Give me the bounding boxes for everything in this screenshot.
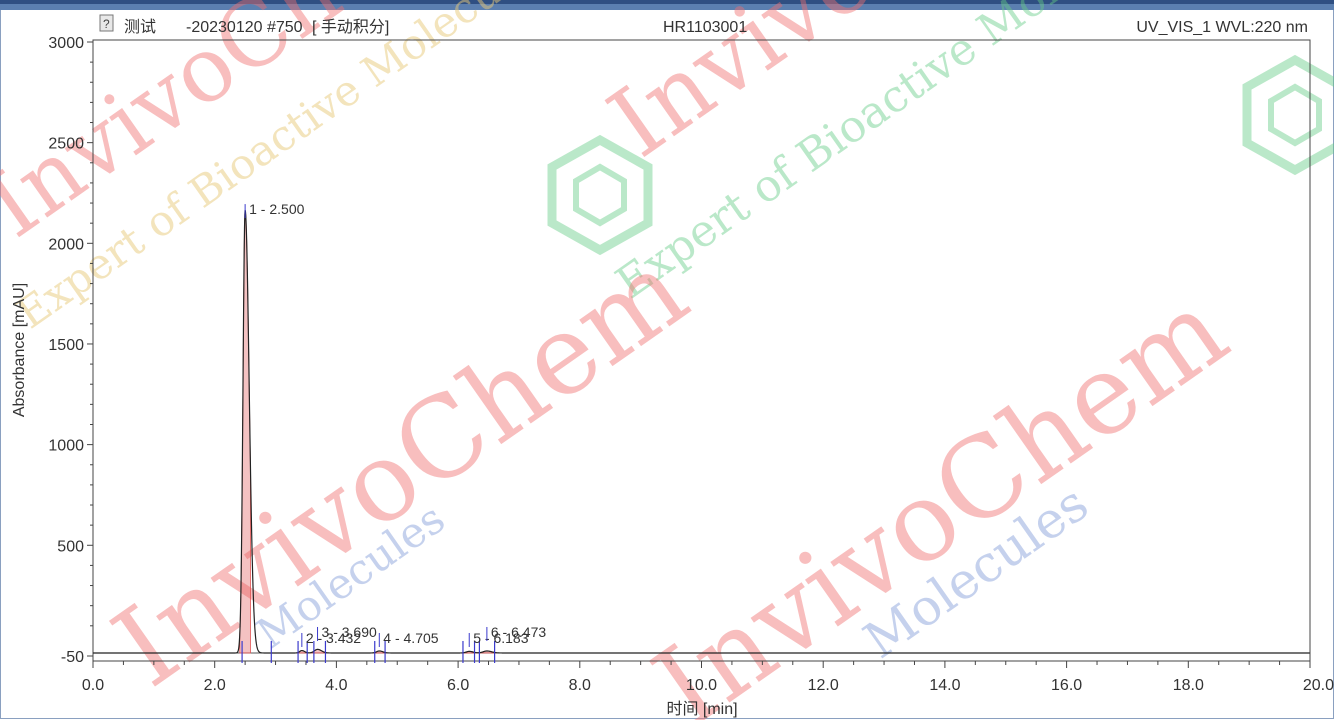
- y-tick-label: 1500: [48, 337, 84, 354]
- y-axis-title: Absorbance [mAU]: [11, 283, 28, 417]
- y-tick-label: 2500: [48, 136, 84, 153]
- peak-label-4: 4 - 4.705: [383, 630, 438, 646]
- chart-header: ? 测试 -20230120 #750 [ 手动积分] HR1103001 UV…: [99, 14, 1308, 36]
- x-tick-label: 18.0: [1173, 677, 1204, 694]
- y-tick-label: 3000: [48, 35, 84, 52]
- x-axis: 0.0 2.0 4.0 6.0 8.0 10.0 12.0 14.0 16.0 18.0 20.0: [82, 661, 1334, 694]
- sequence-name: HR1103001: [663, 19, 747, 36]
- y-axis: -50 500 1000 1500 2000 2500 3000: [48, 35, 93, 666]
- injection-label: -20230120 #750: [186, 19, 303, 36]
- integration-mode: [ 手动积分]: [312, 18, 389, 36]
- x-tick-label: 4.0: [325, 677, 347, 694]
- hexagon-logo-icon: [1242, 54, 1334, 176]
- peak-label-2: 2 - 3.432: [306, 630, 361, 646]
- peak-label-6: 6 - 6.473: [491, 624, 546, 640]
- x-tick-label: 2.0: [204, 677, 226, 694]
- watermark-text: InvivoChem: [631, 265, 1249, 720]
- peak-label-3: 3 - 3.690: [322, 624, 377, 640]
- window-top-bar: [0, 0, 1334, 10]
- chromatogram-trace: [93, 209, 1310, 654]
- x-axis-title: 时间 [min]: [666, 700, 737, 718]
- y-tick-label: 1000: [48, 438, 84, 455]
- hexagon-logo-icon: [547, 134, 653, 256]
- svg-text:?: ?: [103, 17, 110, 31]
- x-tick-label: 14.0: [929, 677, 960, 694]
- x-tick-label: 10.0: [686, 677, 717, 694]
- sample-name: 测试: [124, 18, 156, 36]
- channel-label: UV_VIS_1 WVL:220 nm: [1136, 19, 1308, 36]
- peak-label-1: 1 - 2.500: [249, 201, 304, 217]
- trace-layer: [93, 209, 1310, 654]
- x-tick-label: 16.0: [1051, 677, 1082, 694]
- x-tick-label: 6.0: [447, 677, 469, 694]
- x-tick-label: 0.0: [82, 677, 104, 694]
- x-tick-label: 20.0: [1303, 677, 1334, 694]
- x-tick-label: 8.0: [569, 677, 591, 694]
- question-document-icon: ?: [99, 14, 114, 32]
- y-tick-label: 2000: [48, 236, 84, 253]
- integration-boundaries: [241, 640, 496, 663]
- y-tick-label: -50: [61, 649, 84, 666]
- y-tick-label: 500: [57, 538, 84, 555]
- x-tick-label: 12.0: [808, 677, 839, 694]
